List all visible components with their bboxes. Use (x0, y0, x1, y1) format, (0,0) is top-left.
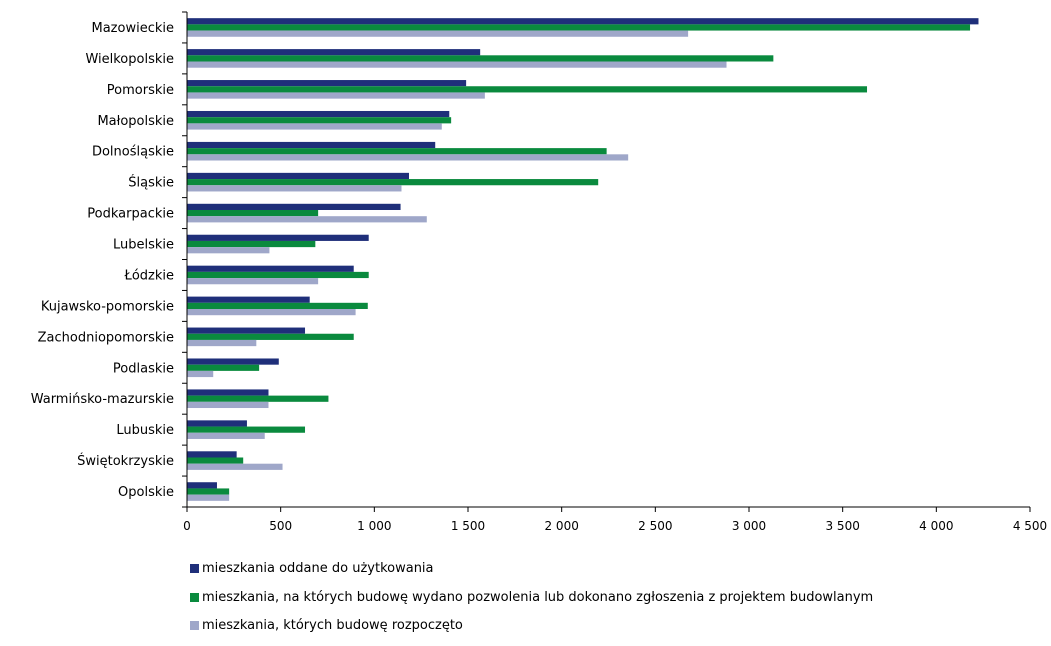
bar-warminsko-mazurskie-series-2 (187, 395, 329, 402)
x-tick-label: 4 500 (1013, 519, 1047, 533)
category-label-lubelskie: Lubelskie (113, 238, 174, 253)
legend-item-permits: mieszkania, na których budowę wydano poz… (190, 589, 873, 606)
legend-label-started: mieszkania, których budowę rozpoczęto (202, 618, 463, 633)
category-label-slaskie: Śląskie (128, 175, 174, 191)
bar-swietokrzyskie-series-1 (187, 451, 237, 458)
legend-swatch-started (190, 621, 199, 630)
category-label-wielkopolskie: Wielkopolskie (85, 52, 174, 67)
bar-malopolskie-series-3 (187, 123, 442, 130)
bar-wielkopolskie-series-2 (187, 55, 774, 62)
bar-malopolskie-series-1 (187, 110, 450, 118)
bars-group (187, 18, 979, 501)
bar-podlaskie-series-1 (187, 358, 279, 365)
legend: mieszkania oddane do użytkowania mieszka… (190, 560, 873, 646)
legend-swatch-completed (190, 564, 199, 573)
x-tick-label: 1 000 (357, 519, 391, 533)
legend-label-completed: mieszkania oddane do użytkowania (202, 561, 434, 576)
legend-label-permits: mieszkania, na których budowę wydano poz… (202, 589, 874, 605)
x-tick-label: 3 500 (825, 519, 859, 533)
bar-pomorskie-series-1 (187, 80, 467, 87)
x-axis-ticks: 0 500 1 000 1 500 2 000 2 500 3 000 3 500 4 000 4… (183, 507, 1047, 533)
category-label-pomorskie: Pomorskie (107, 83, 174, 98)
bar-lodzkie-series-2 (187, 271, 369, 279)
bar-zachodniopomorskie-series-2 (187, 333, 354, 340)
category-label-zachodniopomorskie: Zachodniopomorskie (38, 330, 174, 345)
category-label-swietokrzyskie: Świętokrzyskie (77, 453, 174, 469)
bar-mazowieckie-series-2 (187, 24, 971, 31)
category-label-podkarpackie: Podkarpackie (87, 207, 174, 222)
bar-lubelskie-series-1 (187, 234, 369, 241)
bar-kujawsko-pomorskie-series-1 (187, 296, 310, 303)
bar-dolnoslaskie-series-2 (187, 148, 607, 155)
category-label-opolskie: Opolskie (118, 485, 174, 500)
bar-lubuskie-series-3 (187, 432, 265, 439)
bar-malopolskie-series-2 (187, 117, 452, 124)
bar-slaskie-series-2 (187, 179, 599, 186)
bar-chart: Mazowieckie Wielkopolskie Pomorskie Małopol… (31, 11, 1047, 533)
bar-dolnoslaskie-series-1 (187, 141, 436, 149)
bar-wielkopolskie-series-3 (187, 61, 727, 68)
bar-lodzkie-series-1 (187, 265, 354, 272)
x-tick-label: 4 000 (919, 519, 953, 533)
bar-dolnoslaskie-series-3 (187, 154, 629, 161)
bar-opolskie-series-1 (187, 482, 217, 489)
bar-kujawsko-pomorskie-series-3 (187, 309, 356, 316)
category-label-dolnoslaskie: Dolnośląskie (92, 145, 174, 160)
bar-podkarpackie-series-1 (187, 203, 401, 210)
x-tick-label: 1 500 (451, 519, 485, 533)
category-label-warminsko-mazurskie: Warmińsko-mazurskie (31, 392, 174, 407)
bar-podlaskie-series-2 (187, 364, 260, 371)
category-label-lodzkie: Łódzkie (124, 268, 174, 283)
category-label-kujawsko-pomorskie: Kujawsko-pomorskie (41, 299, 174, 314)
legend-item-started: mieszkania, których budowę rozpoczęto (190, 617, 873, 634)
bar-pomorskie-series-2 (187, 86, 868, 93)
x-tick-label: 2 000 (544, 519, 578, 533)
x-tick-label: 0 (183, 519, 191, 533)
category-label-podlaskie: Podlaskie (113, 361, 174, 376)
bar-swietokrzyskie-series-2 (187, 457, 244, 464)
bar-opolskie-series-2 (187, 488, 230, 495)
bar-lubuskie-series-2 (187, 426, 306, 433)
bar-swietokrzyskie-series-3 (187, 463, 283, 470)
x-tick-label: 500 (269, 519, 292, 533)
bar-lodzkie-series-3 (187, 278, 319, 285)
bar-kujawsko-pomorskie-series-2 (187, 302, 368, 310)
bar-pomorskie-series-3 (187, 92, 485, 99)
bar-mazowieckie-series-1 (187, 18, 979, 25)
bar-warminsko-mazurskie-series-1 (187, 389, 269, 396)
category-label-mazowieckie: Mazowieckie (92, 21, 175, 36)
bar-podkarpackie-series-3 (187, 216, 427, 223)
bar-podlaskie-series-3 (187, 370, 214, 378)
legend-swatch-permits (190, 592, 199, 602)
bar-lubelskie-series-2 (187, 240, 316, 248)
bar-slaskie-series-1 (187, 172, 409, 180)
bar-slaskie-series-3 (187, 185, 402, 192)
category-label-lubuskie: Lubuskie (116, 423, 174, 438)
legend-item-completed: mieszkania oddane do użytkowania (190, 560, 873, 577)
bar-mazowieckie-series-3 (187, 30, 689, 37)
category-label-malopolskie: Małopolskie (97, 114, 174, 129)
x-tick-label: 3 000 (732, 519, 766, 533)
bar-warminsko-mazurskie-series-3 (187, 401, 269, 409)
bar-wielkopolskie-series-1 (187, 49, 481, 56)
x-tick-label: 2 500 (638, 519, 672, 533)
bar-lubuskie-series-1 (187, 420, 247, 427)
category-labels: Mazowieckie Wielkopolskie Pomorskie Małopol… (31, 11, 187, 508)
bar-zachodniopomorskie-series-3 (187, 339, 257, 347)
bar-opolskie-series-3 (187, 494, 230, 501)
bar-lubelskie-series-3 (187, 247, 270, 254)
bar-zachodniopomorskie-series-1 (187, 327, 306, 334)
bar-podkarpackie-series-2 (187, 209, 319, 217)
